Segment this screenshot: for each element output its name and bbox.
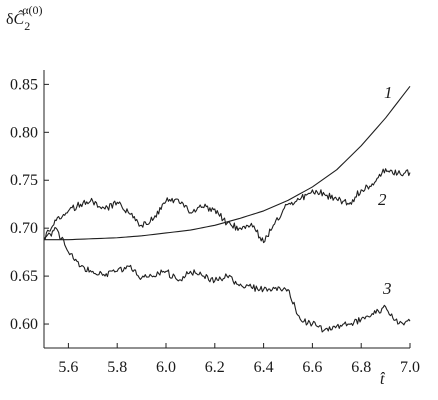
y-axis-title-delta: δ: [6, 11, 14, 28]
y-axis-title: δĈ2 α(0): [6, 3, 43, 33]
x-axis-ticks: 5.6 5.8 6.0 6.2 6.4 6.6 6.8 7.0: [58, 343, 420, 376]
curve-label-2: 2: [378, 190, 387, 209]
x-tick-label: 7.0: [400, 359, 420, 376]
y-axis-title-symbol: Ĉ: [14, 9, 25, 28]
x-tick-label: 5.6: [58, 359, 78, 376]
y-tick-label: 0.80: [10, 124, 38, 141]
series-layer: [43, 85, 411, 333]
curve-label-3: 3: [382, 279, 392, 298]
x-tick-label: 5.8: [107, 359, 127, 376]
series-line-2: [43, 168, 411, 244]
x-tick-label: 6.8: [351, 359, 371, 376]
y-tick-label: 0.85: [10, 76, 38, 93]
y-axis-title-superscript: α(0): [22, 3, 42, 17]
series-line-1: [44, 85, 411, 241]
curve-label-1: 1: [384, 83, 393, 102]
x-tick-label: 6.4: [254, 359, 274, 376]
x-axis-title: t̂: [380, 371, 385, 388]
y-tick-label: 0.75: [10, 172, 38, 189]
y-axis-ticks: 0.60 0.65 0.70 0.75 0.80 0.85: [10, 76, 49, 333]
y-tick-label: 0.65: [10, 268, 38, 285]
curve-labels: 1 2 3: [378, 83, 393, 298]
series-line-3: [43, 226, 411, 333]
x-tick-label: 6.6: [302, 359, 322, 376]
plot-frame: [43, 70, 410, 349]
x-tick-label: 6.2: [205, 359, 225, 376]
y-tick-label: 0.70: [10, 220, 38, 237]
y-axis-title-subscript: 2: [24, 19, 30, 33]
x-tick-label: 6.0: [156, 359, 176, 376]
y-tick-label: 0.60: [10, 316, 38, 333]
